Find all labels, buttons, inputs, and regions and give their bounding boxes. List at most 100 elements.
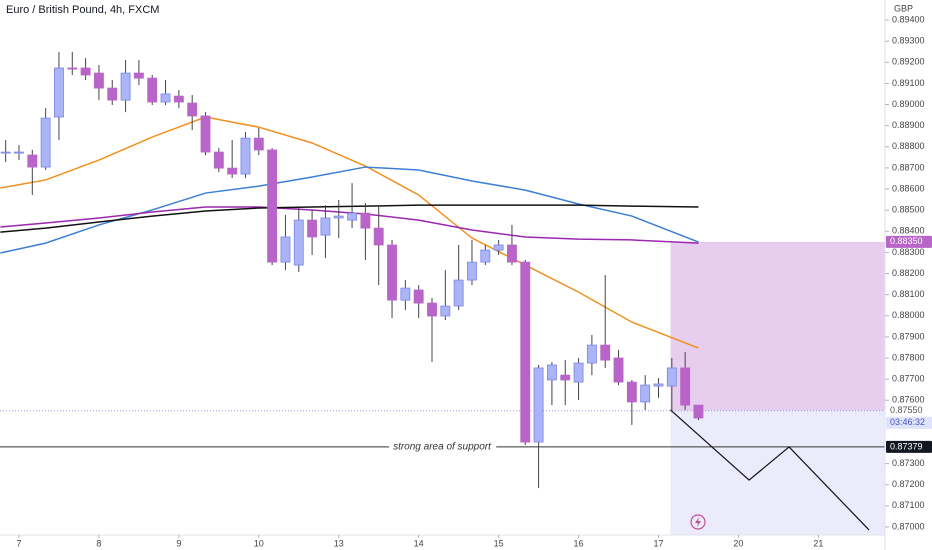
candle-body <box>227 167 238 175</box>
candle-body <box>613 357 624 383</box>
y-tick-label: 0.88800 <box>892 141 925 151</box>
y-tick-label: 0.87900 <box>892 331 925 341</box>
candle-body <box>560 374 571 381</box>
candle-body <box>653 383 664 387</box>
countdown-tag <box>886 416 932 429</box>
y-tick-label: 0.87300 <box>892 458 925 468</box>
logo <box>690 514 706 530</box>
candle-body <box>507 244 517 263</box>
candle-body <box>666 367 677 387</box>
candle-body <box>293 219 304 266</box>
y-tick-label: 0.87200 <box>892 479 925 489</box>
y-tick-label: 0.88700 <box>892 162 925 172</box>
support-label-bg <box>389 440 497 454</box>
candle-body <box>546 364 557 381</box>
x-tick-label: 7 <box>16 538 21 548</box>
y-tick-label: 0.89300 <box>892 36 925 46</box>
candle-body <box>413 289 424 304</box>
candle-body <box>640 384 651 403</box>
candle-body <box>0 151 11 154</box>
candle-body <box>400 287 411 301</box>
candle-body <box>693 404 704 419</box>
currency-label: GBP <box>894 3 913 13</box>
candle-body <box>200 115 211 153</box>
candle-body <box>253 137 264 151</box>
y-tick-label: 0.88600 <box>892 183 925 193</box>
candle-body <box>333 215 344 219</box>
price-tag <box>886 235 932 248</box>
candle-body <box>80 67 91 76</box>
candle-body <box>40 117 51 168</box>
x-tick-label: 13 <box>334 538 344 548</box>
x-tick-label: 17 <box>653 538 663 548</box>
plot-area <box>0 51 885 535</box>
price-tag-label: 0.87550 <box>890 405 923 415</box>
position-target-zone <box>670 410 885 535</box>
candle-body <box>107 87 118 101</box>
candle-body <box>347 212 357 221</box>
price-tag <box>886 440 932 453</box>
y-tick-label: 0.87600 <box>892 395 925 405</box>
projection-path <box>670 409 870 531</box>
candle-body <box>120 72 131 101</box>
candle-body <box>320 217 331 236</box>
candle-body <box>54 67 64 118</box>
candle-body <box>267 149 278 263</box>
y-tick-label: 0.88200 <box>892 268 925 278</box>
y-tick-label: 0.88100 <box>892 289 925 299</box>
x-tick-label: 8 <box>96 538 101 548</box>
candle-body <box>533 367 544 443</box>
y-tick-label: 0.87700 <box>892 374 925 384</box>
x-tick-label: 20 <box>733 538 743 548</box>
candle-body <box>520 261 531 443</box>
x-tick-label: 15 <box>494 538 504 548</box>
candle-body <box>67 67 78 70</box>
y-tick-label: 0.88300 <box>892 247 925 257</box>
candle-body <box>480 249 491 263</box>
x-tick-label: 21 <box>813 538 823 548</box>
candle-body <box>147 77 158 103</box>
candle-body <box>213 151 224 169</box>
candle-body <box>307 219 318 238</box>
y-tick-label: 0.88000 <box>892 310 925 320</box>
y-tick-label: 0.88500 <box>892 205 925 215</box>
candle-body <box>240 137 251 175</box>
candle-body <box>187 102 198 117</box>
price-tag <box>886 404 932 417</box>
countdown-label: 03:46:32 <box>890 417 925 427</box>
candle-body <box>373 227 384 246</box>
candle-body <box>467 261 477 281</box>
y-tick-label: 0.89400 <box>892 14 925 24</box>
candle-body <box>573 362 584 383</box>
candle-body <box>160 93 171 103</box>
candle-body <box>14 151 24 154</box>
y-tick-label: 0.89100 <box>892 78 925 88</box>
y-tick-label: 0.87100 <box>892 500 925 510</box>
candle-body <box>27 154 38 168</box>
x-tick-label: 14 <box>414 538 424 548</box>
candle-body <box>387 244 397 301</box>
chart-title: Euro / British Pound, 4h, FXCM <box>6 4 159 16</box>
candle-body <box>173 95 184 103</box>
y-tick-label: 0.87000 <box>892 521 925 531</box>
y-tick-label: 0.88900 <box>892 120 925 130</box>
y-tick-label: 0.87800 <box>892 352 925 362</box>
y-tick-label: 0.89000 <box>892 99 925 109</box>
candle-body <box>440 305 451 317</box>
candle-body <box>133 72 144 79</box>
candle-body <box>600 344 611 361</box>
candle-body <box>427 302 437 317</box>
price-tag-label: 0.87379 <box>890 441 923 451</box>
x-tick-label: 10 <box>254 538 264 548</box>
candle-body <box>93 72 104 89</box>
candle-body <box>680 367 691 406</box>
x-tick-label: 16 <box>574 538 584 548</box>
moving-average-line <box>0 116 699 349</box>
candle-body <box>586 344 597 364</box>
price-tag-label: 0.88350 <box>890 236 923 246</box>
candle-body <box>360 212 371 229</box>
position-stop-zone <box>670 241 885 411</box>
candle-body <box>453 279 464 307</box>
candle-body <box>280 236 291 263</box>
